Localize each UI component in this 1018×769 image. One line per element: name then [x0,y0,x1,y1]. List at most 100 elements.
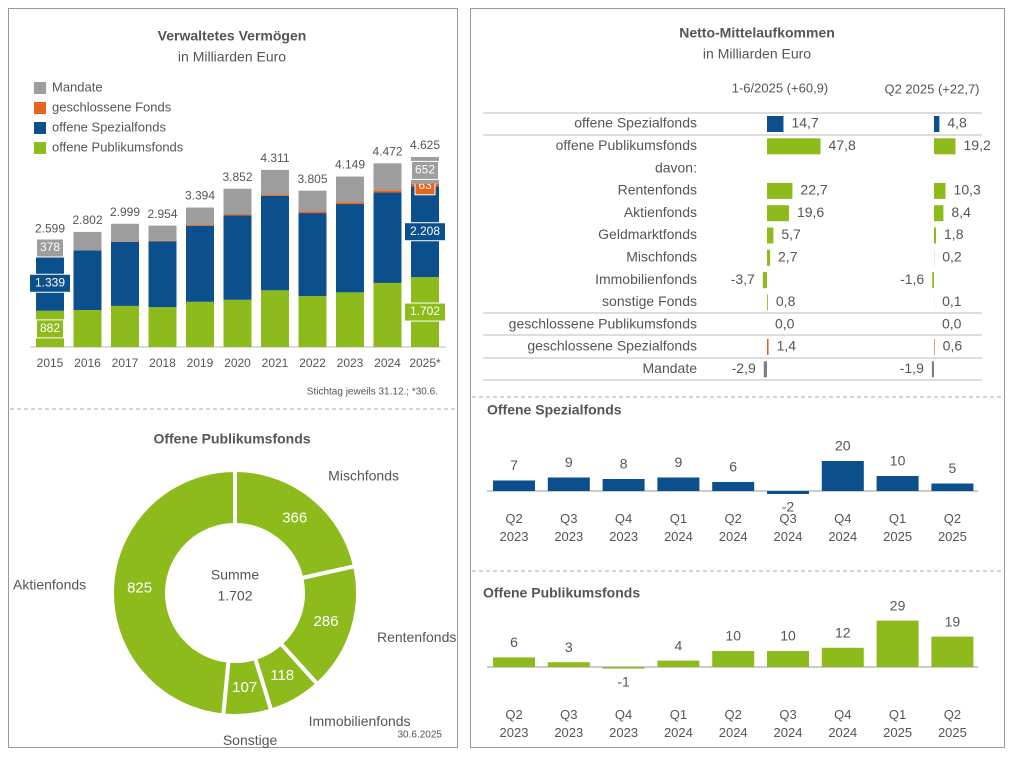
chart-subtitle: in Milliarden Euro [178,49,286,65]
bar [934,339,935,355]
bar [602,667,645,669]
bar-segment [261,290,289,347]
total-label: 2.999 [110,205,140,219]
left-panel [8,8,458,748]
bar [712,482,755,491]
x-tick-label: Q1 2025 [883,707,912,740]
bar-segment [298,211,327,214]
total-label: 3.805 [297,172,327,186]
value-label: -2 [782,499,795,515]
bar [821,461,864,491]
x-tick-label: 2021 [262,356,289,370]
bar [934,182,946,199]
segment-label: 2.208 [410,224,440,238]
chart-title: Offene Spezialfonds [487,402,622,418]
value-label: 0,8 [776,293,796,309]
chart-title: Offene Publikumsfonds [153,431,310,447]
bar [657,660,700,667]
value-label: -2,9 [732,360,756,376]
bar-segment [298,213,327,297]
bar-segment [148,225,177,241]
bar [767,339,769,355]
value-label: 14,7 [791,115,818,131]
chart-title: Netto-Mittelaufkommen [679,25,835,41]
x-tick-label: 2016 [74,356,101,370]
bar-segment [73,250,102,311]
bar [767,294,768,311]
bar-segment [186,301,214,347]
x-tick-label: Q4 2023 [609,511,638,544]
category-label: Rentenfonds [377,629,456,645]
bar-segment [298,296,327,347]
bar [767,182,793,199]
bar-segment [223,188,252,215]
chart-title: Verwaltetes Vermögen [158,28,307,44]
x-tick-label: Q1 2025 [883,511,912,544]
bar-segment [373,190,402,193]
value-label: 19,6 [797,204,824,220]
date: 30.6.2025 [398,730,443,741]
note: Stichtag jeweils 31.12.; *30.6. [307,387,438,398]
value-label: 0,0 [775,315,795,331]
value-label: 4,8 [947,115,967,131]
bar-segment [223,215,252,300]
value-label: 47,8 [829,137,856,153]
bar [763,361,767,378]
label-box [36,319,64,339]
bar [762,272,767,289]
bar-segment [373,163,402,191]
bar [932,272,934,289]
bar [547,662,590,667]
x-tick-label: Q4 2024 [828,707,857,740]
x-tick-label: 2017 [112,356,139,370]
bar [876,620,919,667]
row-label: Aktienfonds [624,204,697,220]
value-label: 4 [675,637,683,653]
x-tick-label: Q2 2023 [500,707,529,740]
row-label: sonstige Fonds [602,293,697,309]
donut-segment [110,467,237,718]
row-label: geschlossene Spezialfonds [527,338,697,354]
value-label: 19,2 [964,137,991,153]
total-label: 2.954 [147,207,177,221]
x-tick-label: 2018 [149,356,176,370]
value-label: 2,7 [778,249,798,265]
x-tick-label: 2025* [409,356,441,370]
x-tick-label: Q1 2024 [664,707,693,740]
bar [767,227,774,244]
bar [931,361,934,378]
row-label: Immobilienfonds [595,271,697,287]
legend-swatch [34,102,46,114]
bar [767,116,784,132]
value-label: 6 [510,634,518,650]
bar-segment [186,224,214,226]
value-label: 3 [565,639,573,655]
right-panel [470,8,1005,748]
bar-segment [223,214,252,216]
category-label: Sonstige [223,732,278,748]
x-tick-label: Q4 2024 [828,511,857,544]
bar [934,138,956,155]
bar [934,227,937,244]
bar-segment [111,241,139,306]
value-label: 20 [835,438,851,454]
legend-swatch [34,142,46,154]
bar [767,205,789,222]
row-label: Rentenfonds [618,182,697,198]
value-label: 8,4 [951,204,971,220]
category-label: Immobilienfonds [309,713,411,729]
value-label: 286 [313,613,338,630]
x-tick-label: Q2 2023 [500,511,529,544]
value-label: 0,2 [942,249,962,265]
segment-label: 1.339 [35,275,65,289]
bar-segment [148,241,177,308]
value-label: -1,6 [900,271,924,287]
x-tick-label: Q3 2023 [554,511,583,544]
x-tick-label: 2020 [224,356,251,370]
column-header: 1-6/2025 (+60,9) [732,80,828,95]
value-label: 12 [835,625,851,641]
bar-segment [298,190,327,212]
total-label: 4.472 [372,144,402,158]
row-label: offene Publikumsfonds [556,137,697,153]
